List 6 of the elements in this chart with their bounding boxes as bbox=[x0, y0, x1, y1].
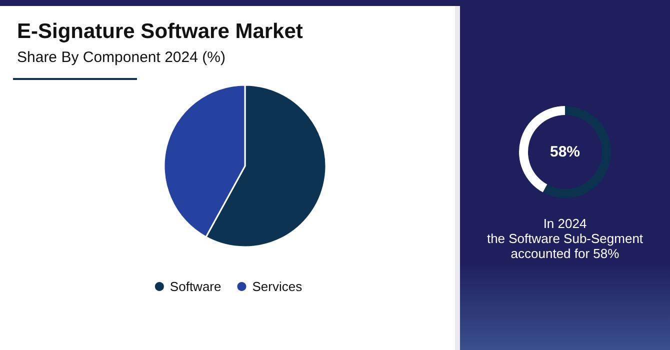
chart-title: E-Signature Software Market bbox=[17, 20, 303, 43]
legend-label: Software bbox=[170, 279, 222, 294]
text: In 2024 the Software Sub-Segment accounted for 58% bbox=[486, 216, 644, 261]
chart-subtitle: Share By Component 2024 (%) bbox=[17, 49, 226, 66]
legend-label: Services bbox=[252, 279, 303, 294]
text: 58% bbox=[550, 144, 580, 160]
